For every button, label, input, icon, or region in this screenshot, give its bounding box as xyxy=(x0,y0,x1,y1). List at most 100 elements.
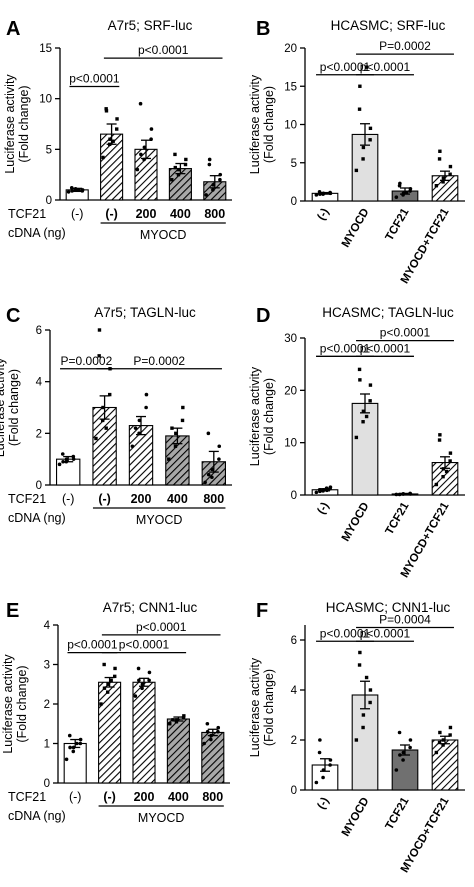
data-point xyxy=(104,109,109,113)
chart-title: HCASMC; TAGLN-luc xyxy=(322,305,454,320)
panel-e: E A7r5; CNN1-luc Luciferase activity (Fold … xyxy=(1,600,230,825)
data-point xyxy=(328,763,332,767)
y-axis-label-unit: (Fold change) xyxy=(262,86,276,163)
significance-label: P=0.0002 xyxy=(133,354,185,368)
data-point xyxy=(66,190,71,194)
data-point xyxy=(181,405,185,410)
row-label-tcf21: TCF21 xyxy=(8,207,46,221)
y-tick-label: 1 xyxy=(44,739,50,751)
data-point xyxy=(138,101,143,106)
group-label: MYOCD xyxy=(138,811,185,825)
data-point xyxy=(216,729,220,734)
data-point xyxy=(207,157,212,162)
data-point xyxy=(361,157,365,161)
y-tick-label: 6 xyxy=(36,325,42,337)
data-point xyxy=(64,457,69,461)
panel-letter: C xyxy=(6,305,20,327)
panel-letter: F xyxy=(256,600,268,622)
data-point xyxy=(104,426,108,430)
data-point xyxy=(173,152,177,157)
x-tick-label: MYOCD xyxy=(340,207,372,250)
y-tick-label: 6 xyxy=(291,635,297,647)
significance-label: P=0.0004 xyxy=(379,613,431,627)
group-label: MYOCD xyxy=(136,513,183,527)
data-point xyxy=(328,485,333,489)
data-point xyxy=(133,426,138,430)
x-tick-label: MYOCD xyxy=(340,796,372,839)
data-point xyxy=(217,457,221,461)
y-axis-label: Luciferase activity xyxy=(0,357,7,457)
y-axis-label: Luciferase activity xyxy=(248,74,262,174)
x-tick-label: (-) xyxy=(315,500,331,516)
data-point xyxy=(78,737,83,742)
data-point xyxy=(78,741,83,746)
panel-letter: E xyxy=(6,600,19,622)
data-point xyxy=(358,84,362,88)
data-point xyxy=(210,467,214,472)
significance-label: p<0.0001 xyxy=(320,60,371,74)
data-point xyxy=(202,741,206,746)
bar xyxy=(351,694,379,791)
bar xyxy=(166,718,190,784)
data-point xyxy=(109,678,113,682)
data-point xyxy=(441,738,446,742)
y-axis-label: Luciferase activity xyxy=(248,657,262,757)
data-point xyxy=(358,378,362,382)
data-point xyxy=(401,758,405,762)
y-axis-label: Luciferase activity xyxy=(248,366,262,466)
x-tick-label: TCF21 xyxy=(384,500,412,537)
row-label-tcf21: TCF21 xyxy=(8,492,46,506)
bar xyxy=(431,739,459,791)
data-point xyxy=(204,193,208,197)
data-point xyxy=(314,780,319,785)
data-point xyxy=(106,682,110,686)
x-tick-label: (-) xyxy=(315,206,331,222)
y-tick-label: 15 xyxy=(284,81,297,93)
y-tick-label: 5 xyxy=(291,158,297,170)
y-tick-label: 2 xyxy=(291,735,297,747)
data-point xyxy=(139,152,143,157)
panel-b: B HCASMC; SRF-luc Luciferase activity (Fold… xyxy=(248,18,465,286)
bar xyxy=(98,681,122,784)
data-point xyxy=(314,490,319,495)
x-tick-label: (-) xyxy=(98,492,111,506)
data-point xyxy=(102,662,106,667)
y-axis-label-unit: (Fold change) xyxy=(262,378,276,455)
data-point xyxy=(104,107,108,111)
significance-label: p<0.0001 xyxy=(320,626,371,640)
y-tick-label: 20 xyxy=(284,385,297,397)
data-point xyxy=(176,172,181,177)
data-point xyxy=(133,694,138,698)
data-point xyxy=(354,435,359,440)
data-point xyxy=(108,392,112,397)
panel-letter: B xyxy=(256,18,270,40)
y-tick-label: 2 xyxy=(36,428,42,440)
significance-label: p<0.0001 xyxy=(138,43,189,57)
data-point xyxy=(361,713,366,717)
x-tick-label: 200 xyxy=(134,790,155,804)
data-point xyxy=(368,138,372,142)
x-tick-label: (-) xyxy=(103,790,116,804)
y-tick-label: 10 xyxy=(284,438,297,450)
x-tick-label: 400 xyxy=(168,790,189,804)
data-point xyxy=(441,176,446,180)
data-point xyxy=(100,418,105,423)
data-point xyxy=(358,650,362,655)
data-point xyxy=(140,682,145,687)
data-point xyxy=(174,431,178,436)
panel-a: A A7r5; SRF-luc Luciferase activity (Fold c… xyxy=(3,18,232,242)
x-tick-label: 400 xyxy=(170,207,191,221)
y-tick-label: 0 xyxy=(36,480,42,492)
bar xyxy=(63,742,87,784)
data-point xyxy=(368,688,373,692)
y-tick-label: 10 xyxy=(39,94,52,106)
y-axis-label-unit: (Fold change) xyxy=(17,85,31,162)
chart-title: A7r5; TAGLN-luc xyxy=(94,305,196,320)
data-point xyxy=(317,750,322,755)
data-point xyxy=(209,737,213,742)
data-point xyxy=(398,753,402,757)
bar xyxy=(201,731,225,784)
data-point xyxy=(71,749,76,754)
x-tick-label: 400 xyxy=(167,492,188,506)
